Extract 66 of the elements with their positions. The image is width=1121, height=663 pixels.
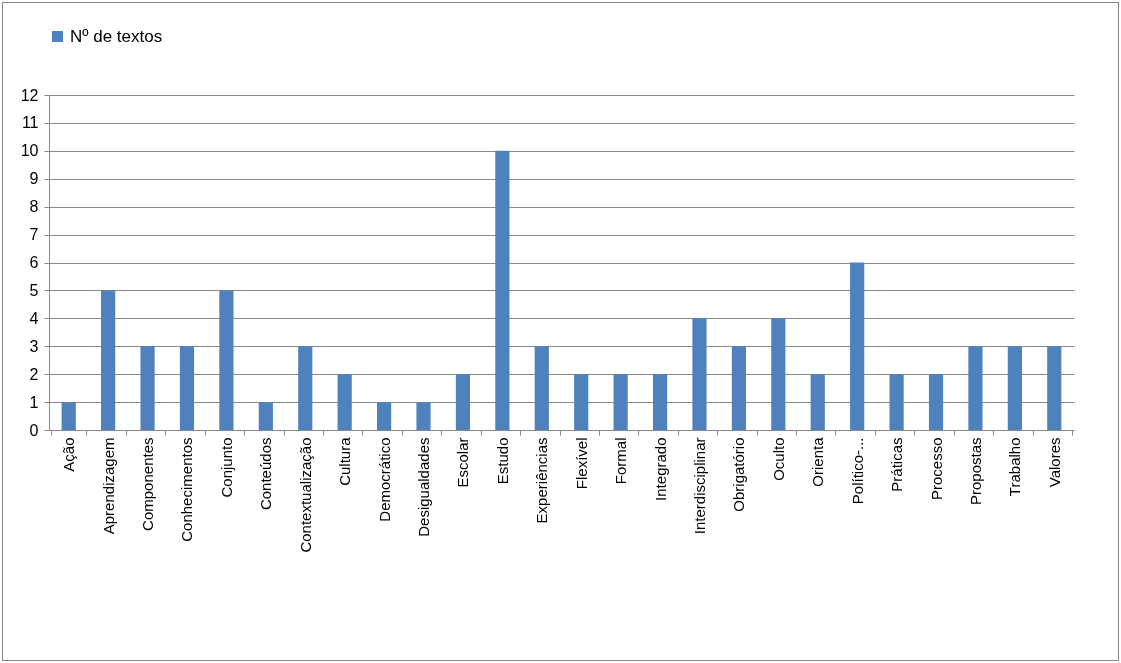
x-tick-label: Valores — [1045, 437, 1063, 488]
x-tick-label: Estudo — [493, 437, 511, 485]
bar — [574, 374, 589, 430]
x-tick-label: Flexível — [572, 437, 590, 490]
bar — [258, 402, 273, 430]
y-tick-label: 8 — [29, 198, 39, 216]
bar — [377, 402, 392, 430]
x-tick-label: Orienta — [809, 436, 827, 487]
bar — [1047, 346, 1062, 430]
bar — [298, 346, 313, 430]
x-tick-label: Formal — [612, 437, 630, 485]
bar — [850, 262, 865, 430]
y-tick-label: 12 — [20, 86, 39, 104]
bar — [101, 290, 116, 430]
bar — [968, 346, 983, 430]
bar — [455, 374, 471, 430]
y-tick-label: 11 — [21, 114, 39, 132]
x-tick-label: Contextualização — [296, 437, 314, 553]
x-tick-label: Democrático — [375, 437, 393, 522]
bar — [731, 346, 746, 430]
y-tick-label: 10 — [20, 142, 39, 160]
x-tick-label: Escolar — [454, 437, 472, 488]
x-tick-label: Interdisciplinar — [690, 437, 708, 535]
x-tick-label: Experiências — [533, 437, 551, 524]
bar — [416, 402, 431, 430]
x-tick-label: Ação — [60, 437, 78, 472]
bar — [219, 290, 234, 430]
bar — [652, 374, 668, 430]
x-tick-label: Aprendizagem — [99, 437, 117, 535]
bar — [692, 318, 707, 430]
x-tick-label: Conteúdos — [257, 437, 275, 511]
x-tick-label: Cultura — [336, 436, 354, 486]
bar — [928, 374, 944, 430]
bar — [140, 346, 155, 430]
y-tick-label: 0 — [29, 421, 39, 439]
y-tick-label: 5 — [29, 281, 39, 299]
x-tick-label: Político-... — [848, 437, 866, 505]
x-tick-label: Conhecimentos — [178, 437, 196, 542]
x-tick-label: Trabalho — [1006, 437, 1024, 497]
bar — [179, 346, 195, 430]
bar — [534, 346, 549, 430]
y-tick-label: 6 — [29, 254, 39, 271]
bar — [889, 374, 904, 430]
bar — [61, 402, 76, 430]
x-tick-label: Integrado — [651, 437, 669, 501]
bar — [613, 374, 628, 430]
y-tick-label: 9 — [29, 170, 39, 188]
bar — [337, 374, 352, 430]
y-tick-label: 3 — [29, 337, 39, 355]
x-tick-label: Oculto — [769, 437, 787, 481]
bar — [495, 150, 510, 430]
x-tick-label: Conjunto — [217, 437, 235, 498]
bar — [810, 374, 825, 430]
x-tick-label: Processo — [927, 437, 945, 501]
y-tick-label: 4 — [29, 309, 39, 327]
y-tick-label: 1 — [29, 393, 39, 411]
bar — [1007, 346, 1022, 430]
x-tick-label: Propostas — [966, 437, 984, 506]
x-tick-label: Obrigatório — [730, 437, 748, 512]
bar — [771, 318, 786, 430]
x-tick-label: Componentes — [139, 437, 157, 531]
y-tick-label: 7 — [29, 226, 39, 244]
legend-label: Nº de textos — [70, 26, 163, 46]
x-tick-label: Práticas — [888, 437, 906, 492]
y-tick-label: 2 — [29, 365, 39, 383]
x-tick-label: Desigualdades — [415, 437, 433, 537]
